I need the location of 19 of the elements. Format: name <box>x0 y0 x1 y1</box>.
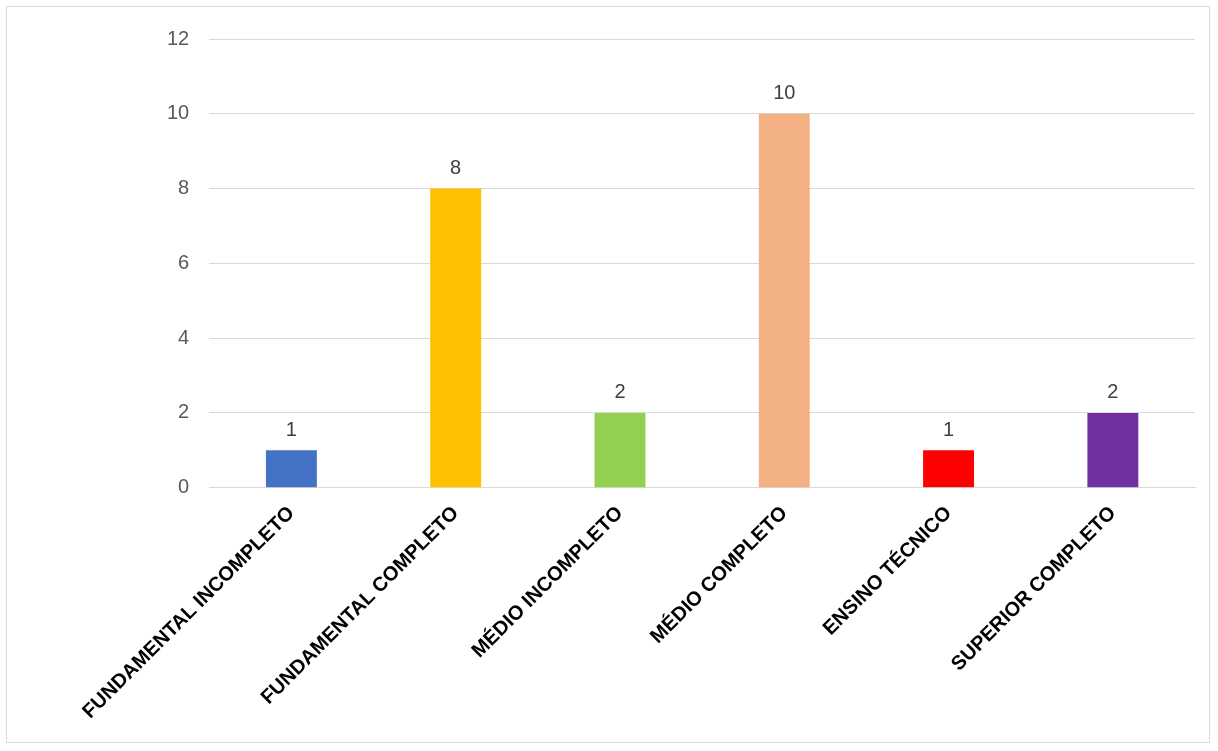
bar <box>265 450 317 488</box>
bar <box>758 113 810 488</box>
y-tick-label: 8 <box>178 176 190 199</box>
y-tick-label: 2 <box>178 400 190 423</box>
bar <box>430 188 482 488</box>
bar <box>594 412 646 488</box>
y-tick-label: 10 <box>167 101 190 124</box>
y-tick-label: 4 <box>178 325 190 348</box>
data-label: 10 <box>773 81 796 104</box>
data-label: 2 <box>1107 380 1119 403</box>
data-label: 2 <box>614 380 626 403</box>
y-tick-label: 6 <box>178 250 190 273</box>
y-tick-label: 12 <box>167 26 190 49</box>
data-label: 1 <box>943 417 955 440</box>
bar <box>923 450 975 488</box>
y-tick-label: 0 <box>178 475 190 498</box>
data-label: 8 <box>450 156 462 179</box>
data-label: 1 <box>285 417 297 440</box>
bar <box>1087 412 1139 488</box>
